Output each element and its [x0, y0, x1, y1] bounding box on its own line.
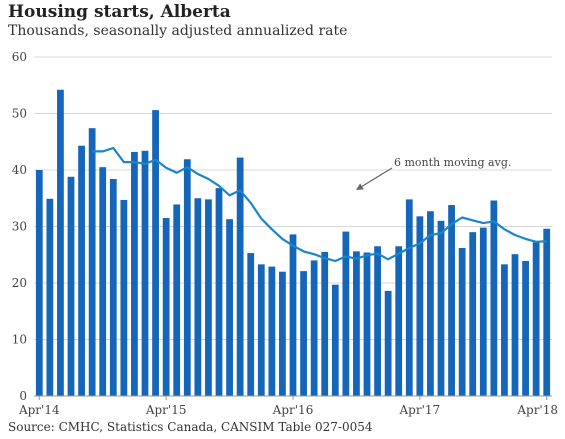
x-tick-label: Apr'17: [399, 403, 441, 417]
bar: [405, 199, 413, 396]
y-tick-label: 20: [12, 276, 27, 290]
bar: [321, 251, 329, 396]
bar: [427, 211, 434, 396]
bar: [268, 266, 276, 396]
bar: [131, 151, 138, 396]
bar: [501, 264, 508, 396]
chart-title: Housing starts, Alberta: [8, 2, 231, 22]
annotation-arrowhead: [356, 183, 364, 190]
y-tick-label: 50: [12, 107, 27, 121]
bar: [331, 284, 339, 396]
bar: [374, 246, 381, 396]
bar: [173, 204, 181, 396]
bar: [35, 170, 43, 396]
moving-average-series: [92, 146, 547, 263]
annotation-arrow: [361, 167, 393, 187]
bar: [78, 145, 85, 396]
bar: [469, 232, 477, 396]
bar: [215, 188, 223, 396]
bar: [257, 264, 265, 396]
bar: [152, 110, 159, 397]
y-tick-label: 10: [12, 333, 27, 347]
bar: [310, 260, 318, 396]
bar: [437, 220, 445, 396]
bar: [120, 199, 128, 396]
bar: [511, 254, 519, 396]
series-line-moving-average: [92, 146, 547, 263]
y-tick-label: 60: [12, 50, 27, 64]
bar: [395, 246, 403, 396]
annotation-label: 6 month moving avg.: [394, 156, 511, 169]
bar-series: [35, 89, 551, 397]
bar: [205, 199, 212, 396]
bar: [543, 228, 551, 396]
bar: [236, 157, 244, 396]
chart-source: Source: CMHC, Statistics Canada, CANSIM …: [8, 420, 373, 434]
bar: [109, 179, 117, 396]
bar: [194, 198, 202, 396]
chart-subtitle: Thousands, seasonally adjusted annualize…: [8, 23, 348, 39]
bar: [99, 167, 107, 396]
x-tick-label: Apr'16: [272, 403, 314, 417]
bar: [532, 242, 540, 396]
y-tick-label: 40: [12, 163, 27, 177]
bar: [384, 290, 392, 396]
bar: [353, 251, 360, 396]
bar: [416, 216, 424, 396]
bar: [490, 200, 498, 396]
bar: [141, 150, 149, 396]
x-tick-label: Apr'18: [516, 403, 558, 417]
y-axis-labels: 0 10 20 30 40 50 60: [12, 50, 27, 403]
bar: [363, 252, 371, 396]
y-tick-label: 30: [12, 220, 27, 234]
bar: [448, 205, 455, 396]
bar: [247, 253, 255, 396]
bar: [162, 218, 170, 396]
bar: [46, 198, 54, 396]
bar: [289, 234, 297, 396]
bar: [67, 176, 75, 396]
bar: [342, 231, 350, 396]
x-axis-labels: Apr'14 Apr'15 Apr'16 Apr'17 Apr'18: [18, 396, 558, 417]
x-tick-label: Apr'14: [18, 403, 60, 417]
bar: [88, 128, 96, 396]
bar: [226, 219, 233, 396]
bar: [458, 247, 466, 396]
bar: [479, 227, 487, 396]
bar: [57, 89, 64, 397]
bar: [183, 159, 191, 396]
bar: [522, 260, 529, 396]
x-tick-label: Apr'15: [145, 403, 187, 417]
bar: [279, 271, 286, 396]
y-tick-label: 0: [19, 389, 27, 403]
bar: [300, 271, 307, 396]
annotation: 6 month moving avg.: [356, 156, 511, 190]
